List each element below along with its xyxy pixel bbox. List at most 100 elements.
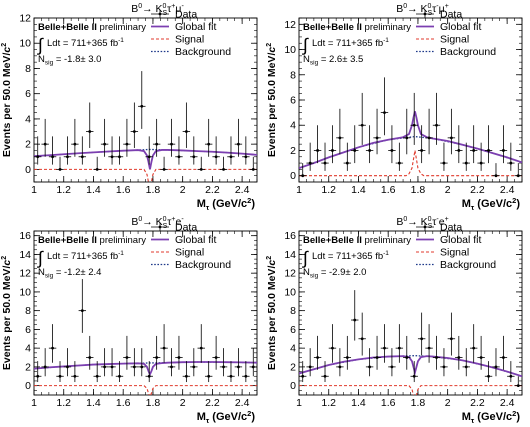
data-point bbox=[227, 136, 235, 165]
x-tick-label: 2.4 bbox=[500, 184, 515, 196]
y-axis-label: Events per 50.0 MeV/c2 bbox=[1, 43, 13, 157]
data-marker bbox=[301, 174, 305, 178]
data-marker bbox=[449, 136, 453, 140]
y-axis-label-text: Events per 50.0 MeV/ bbox=[266, 266, 278, 371]
data-point bbox=[56, 156, 64, 171]
y-tick-label: 12 bbox=[19, 13, 31, 25]
data-point bbox=[425, 108, 433, 155]
x-axis-label-close: ) bbox=[516, 411, 520, 423]
x-tick-label: 1.4 bbox=[351, 184, 366, 196]
plot-area bbox=[299, 290, 522, 395]
x-axis-label-sub: τ bbox=[206, 203, 210, 212]
title-head-sup: 0 bbox=[403, 3, 407, 10]
data-point bbox=[388, 348, 396, 377]
title-tau: τ bbox=[167, 216, 172, 228]
nsig-label: Nsig = 2.6± 3.5 bbox=[303, 54, 363, 67]
x-tick-label: 2.4 bbox=[500, 397, 515, 409]
x-tick-label: 1.2 bbox=[56, 397, 71, 409]
y-axis-label-sup: 2 bbox=[1, 256, 8, 260]
legend-data-marker bbox=[423, 225, 427, 229]
nsig-label: Nsig = -1.8± 3.0 bbox=[38, 54, 101, 67]
x-tick-label: 2 bbox=[180, 184, 186, 196]
data-marker bbox=[412, 374, 416, 378]
data-marker bbox=[368, 149, 372, 152]
luminosity-sup: -1 bbox=[383, 37, 389, 44]
data-point bbox=[100, 118, 109, 157]
data-point bbox=[63, 136, 72, 165]
title-lepton-sup: - bbox=[181, 216, 184, 223]
y-tick-label: 8 bbox=[290, 305, 296, 317]
title-lepton: e bbox=[175, 216, 181, 228]
x-axis-label-m: M bbox=[462, 198, 471, 210]
data-point bbox=[123, 118, 131, 157]
signal-curve bbox=[34, 385, 257, 395]
x-tick-label: 1.2 bbox=[321, 397, 336, 409]
y-tick-label: 6 bbox=[25, 324, 31, 336]
luminosity-sup: -1 bbox=[118, 250, 124, 257]
data-point bbox=[432, 335, 441, 370]
title-ks-sub: S bbox=[428, 223, 433, 230]
title-arrow: → K bbox=[407, 3, 427, 15]
x-axis-label: Mτ (GeV/c2) bbox=[197, 196, 256, 212]
experiment-label: Belle+Belle II preliminary bbox=[38, 235, 146, 246]
x-tick-label: 1.4 bbox=[351, 397, 366, 409]
data-point bbox=[469, 125, 478, 164]
data-marker bbox=[184, 130, 188, 133]
legend-label: Global fit bbox=[175, 234, 217, 246]
data-point bbox=[93, 156, 101, 171]
data-marker bbox=[162, 346, 166, 350]
nsig-n: N bbox=[303, 54, 310, 65]
data-marker bbox=[509, 161, 513, 165]
y-tick-label: 14 bbox=[19, 249, 31, 261]
y-tick-label: 16 bbox=[284, 230, 296, 242]
y-tick-label: 10 bbox=[284, 44, 296, 56]
x-tick-label: 1 bbox=[31, 397, 37, 409]
legend-label: Background bbox=[440, 259, 496, 271]
data-marker bbox=[375, 136, 379, 140]
data-marker bbox=[207, 374, 211, 378]
y-tick-label: 6 bbox=[25, 88, 31, 100]
data-point bbox=[358, 92, 366, 145]
data-marker bbox=[192, 365, 196, 369]
x-tick-label: 2.2 bbox=[205, 397, 220, 409]
data-point bbox=[190, 136, 198, 165]
data-marker bbox=[353, 149, 357, 152]
data-point bbox=[138, 348, 146, 377]
x-axis-label-m: M bbox=[462, 411, 471, 423]
legend-data-marker bbox=[158, 12, 162, 16]
data-point bbox=[63, 348, 72, 377]
data-point bbox=[212, 335, 220, 370]
data-point bbox=[242, 136, 250, 165]
data-marker bbox=[412, 123, 416, 127]
data-point bbox=[395, 324, 404, 363]
data-point bbox=[462, 348, 470, 377]
data-marker bbox=[147, 155, 151, 159]
nsig-sub: sig bbox=[310, 273, 319, 280]
title-arrow: → K bbox=[142, 216, 162, 228]
data-point bbox=[373, 335, 381, 370]
chart-panel-ks-tau-plus-mu-minus: 1 1.2 1.4 1.6 1.8 2 2.2 2.4 0 2 4 6 8 10 12 B0→ K0 Sτ+μ-… bbox=[0, 0, 265, 213]
data-point bbox=[484, 361, 493, 383]
data-marker bbox=[457, 149, 461, 152]
signal-curve bbox=[34, 168, 257, 182]
data-marker bbox=[494, 174, 498, 178]
nsig-n: N bbox=[38, 54, 45, 65]
data-marker bbox=[118, 155, 121, 159]
legend-label: Data bbox=[440, 9, 462, 21]
y-tick-label: 14 bbox=[284, 249, 296, 261]
title-lepton-sup: - bbox=[181, 3, 184, 10]
data-marker bbox=[199, 167, 203, 171]
y-tick-label: 12 bbox=[284, 268, 296, 280]
title-tau-sup: - bbox=[436, 216, 439, 223]
legend-label: Signal bbox=[440, 247, 469, 259]
title-lepton-sup: + bbox=[445, 216, 449, 223]
data-marker bbox=[338, 365, 342, 369]
data-point bbox=[145, 361, 153, 383]
data-marker bbox=[214, 155, 218, 159]
legend-entry: Data bbox=[416, 9, 462, 21]
experiment-label-normal: preliminary bbox=[362, 22, 411, 33]
y-tick-label: 4 bbox=[290, 120, 296, 132]
data-point bbox=[313, 125, 322, 164]
y-tick-label: 0 bbox=[290, 170, 296, 182]
